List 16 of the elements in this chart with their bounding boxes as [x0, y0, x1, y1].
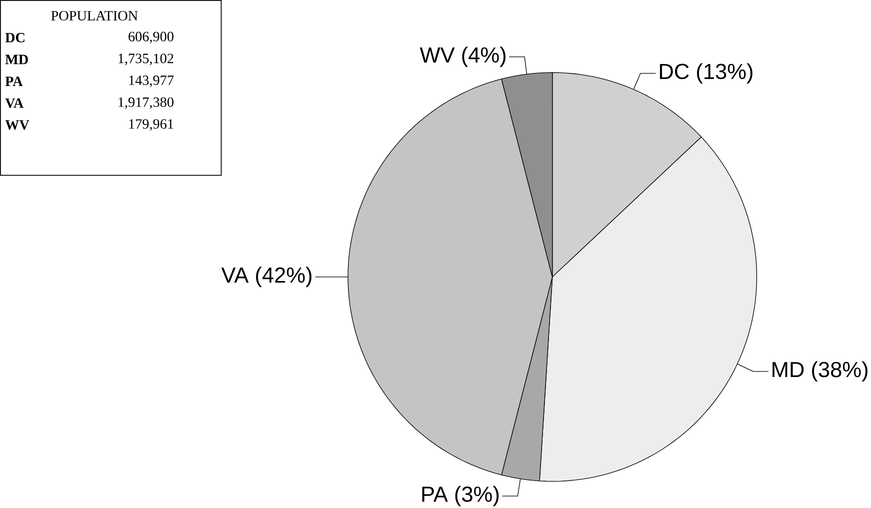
- slice-label: PA (3%): [422, 486, 499, 506]
- text: 143,977: [129, 75, 174, 87]
- slice-label: VA (42%): [221, 266, 312, 287]
- text: 179,961: [129, 119, 174, 131]
- slice-label: MD (38%): [772, 361, 868, 382]
- text: PA: [5, 76, 23, 86]
- text: 1,735,102: [118, 53, 174, 66]
- slice-label: WV (4%): [420, 46, 506, 67]
- text: 606,900: [128, 32, 174, 44]
- text: DC: [5, 32, 24, 42]
- text: 1,917,380: [118, 97, 174, 109]
- text: WV: [5, 120, 30, 130]
- slice-label: DC (13%): [660, 62, 752, 84]
- legend-title: POPULATION: [51, 10, 138, 20]
- text: VA: [5, 98, 24, 108]
- text: MD: [5, 54, 28, 64]
